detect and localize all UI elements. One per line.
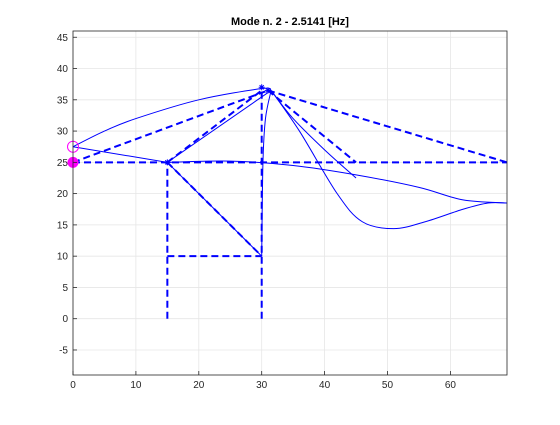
grid-layer [72, 31, 507, 375]
chart-title: Mode n. 2 - 2.5141 [Hz] [231, 16, 349, 28]
deformed-curve [167, 160, 508, 204]
y-tick-label: 30 [57, 127, 69, 138]
y-tick-label: 5 [62, 283, 68, 294]
x-tick-label: 60 [445, 380, 457, 391]
x-tick-label: 10 [130, 380, 142, 391]
x-tick-label: 0 [70, 380, 76, 391]
undeformed-member [72, 89, 269, 164]
y-tick-label: -5 [59, 345, 68, 356]
y-tick-label: 10 [57, 252, 69, 263]
y-tick-label: 15 [57, 220, 69, 231]
plot-frame [72, 30, 508, 376]
deformed-member [166, 161, 263, 257]
tick-layer: 0 10 20 30 40 50 60 -5 0 5 10 15 20 25 30 35 40 45 [57, 33, 457, 391]
deformed-curve [261, 90, 272, 257]
undeformed-member [267, 89, 357, 164]
deformed-member [72, 146, 168, 163]
y-tick-label: 20 [57, 189, 69, 200]
node-marker [264, 87, 271, 94]
deformed-member [167, 90, 272, 163]
y-tick-label: 0 [62, 314, 68, 325]
y-tick-label: 35 [57, 95, 69, 106]
deformed-curve [270, 90, 508, 230]
structure-layer [72, 87, 508, 319]
deformed-curve [72, 87, 272, 148]
x-tick-label: 50 [382, 380, 394, 391]
y-tick-label: 40 [57, 64, 69, 75]
x-tick-label: 40 [319, 380, 331, 391]
y-tick-label: 25 [57, 158, 69, 169]
undeformed-member [166, 89, 263, 164]
undeformed-member [267, 89, 508, 164]
node-marker [164, 159, 171, 166]
x-tick-label: 30 [256, 380, 268, 391]
y-tick-label: 45 [57, 33, 69, 44]
x-tick-label: 20 [193, 380, 205, 391]
node-marker [258, 84, 265, 91]
plot-background [73, 31, 507, 375]
